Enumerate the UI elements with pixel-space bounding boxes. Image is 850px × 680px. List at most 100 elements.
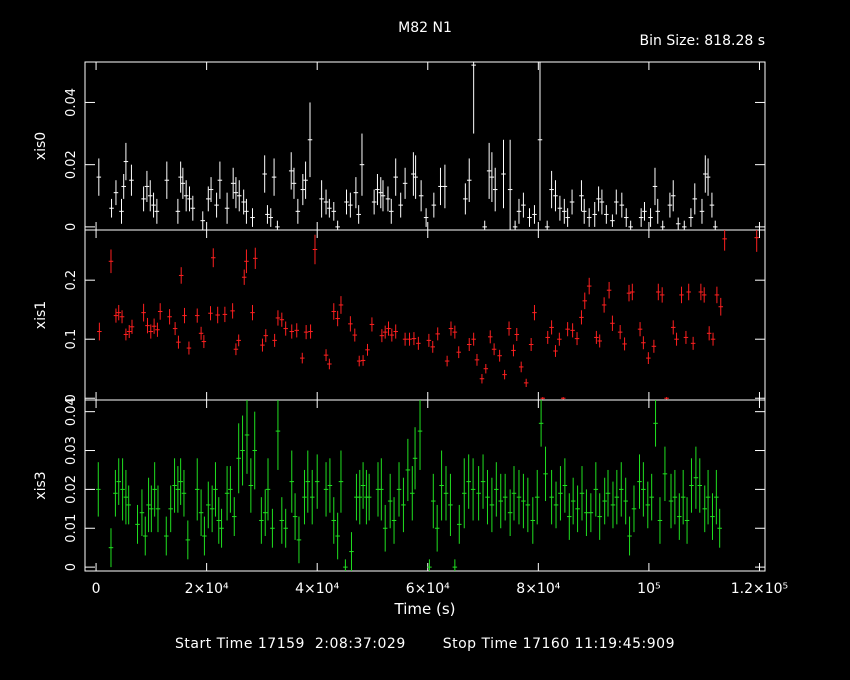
data-point xyxy=(385,186,391,212)
data-point xyxy=(228,466,233,513)
data-point xyxy=(709,192,715,218)
data-point xyxy=(236,423,241,494)
data-point xyxy=(263,329,269,343)
data-point xyxy=(200,211,206,230)
data-point xyxy=(659,287,665,303)
data-point xyxy=(623,477,628,525)
data-point xyxy=(670,320,676,335)
data-point xyxy=(113,469,118,517)
data-point xyxy=(521,192,526,218)
data-point xyxy=(271,158,277,196)
data-point xyxy=(209,485,215,533)
data-point xyxy=(652,167,658,206)
data-point xyxy=(534,469,540,525)
data-point xyxy=(411,152,416,196)
bin-size-label: Bin Size: 818.28 s xyxy=(640,33,765,49)
data-point xyxy=(549,469,554,525)
data-point xyxy=(623,208,629,227)
data-point xyxy=(230,167,236,199)
data-point xyxy=(684,497,690,544)
data-point xyxy=(470,458,476,521)
data-point xyxy=(754,230,759,252)
data-point xyxy=(323,462,329,517)
data-point xyxy=(586,208,592,227)
data-point xyxy=(586,277,592,295)
data-point xyxy=(712,220,718,230)
data-point xyxy=(123,328,129,341)
data-point xyxy=(398,192,403,218)
data-point xyxy=(172,322,178,336)
x-tick-label: 10⁵ xyxy=(637,581,660,597)
panel-xis0: 0 0.02 0.04 xis0 xyxy=(33,61,766,231)
data-point xyxy=(540,397,546,400)
data-point xyxy=(265,458,271,521)
data-point xyxy=(213,462,218,517)
data-point xyxy=(410,466,415,521)
data-point xyxy=(275,310,281,326)
data-point xyxy=(327,358,332,370)
data-point xyxy=(452,559,458,571)
data-point xyxy=(327,458,333,513)
data-point xyxy=(545,330,550,344)
data-point xyxy=(466,454,471,509)
data-point xyxy=(382,325,388,339)
data-point xyxy=(401,477,406,533)
data-point xyxy=(154,198,160,224)
data-point xyxy=(544,220,550,230)
data-point xyxy=(402,332,408,346)
data-point xyxy=(581,198,587,224)
data-point xyxy=(323,349,329,362)
data-point xyxy=(244,198,249,224)
data-point xyxy=(359,133,365,196)
data-point xyxy=(232,497,237,537)
data-point xyxy=(706,326,712,341)
data-point xyxy=(637,322,643,337)
data-point xyxy=(538,400,544,447)
data-point xyxy=(113,180,119,206)
y-tick-label: 0.04 xyxy=(64,88,79,117)
data-point xyxy=(602,477,607,525)
data-point xyxy=(331,202,337,221)
data-point xyxy=(466,338,472,352)
data-point xyxy=(224,466,230,521)
data-point xyxy=(338,296,344,314)
data-point xyxy=(579,180,584,212)
data-point xyxy=(222,306,228,323)
data-point xyxy=(265,205,270,224)
data-point xyxy=(233,343,239,356)
data-point xyxy=(215,306,220,324)
series-xis0 xyxy=(96,62,718,230)
data-point xyxy=(108,528,114,568)
data-point xyxy=(705,469,711,525)
data-point xyxy=(579,310,584,325)
data-point xyxy=(348,192,353,218)
data-point xyxy=(175,466,181,513)
data-point xyxy=(565,208,570,227)
data-point xyxy=(703,155,708,193)
data-point xyxy=(486,142,492,199)
data-point xyxy=(164,161,170,199)
data-point xyxy=(511,344,516,357)
data-point xyxy=(164,516,169,556)
data-point xyxy=(386,321,391,336)
data-point xyxy=(597,334,602,348)
data-point xyxy=(219,508,224,548)
data-point xyxy=(268,208,274,227)
data-point xyxy=(664,397,669,400)
data-point xyxy=(417,400,423,470)
data-point xyxy=(423,208,429,227)
data-point xyxy=(379,458,384,521)
panel-xis3: 0 0.01 0.02 0.03 0.04 xis3 xyxy=(33,397,766,572)
data-point xyxy=(151,318,157,334)
data-point xyxy=(248,458,254,513)
data-point xyxy=(418,180,424,212)
data-point xyxy=(530,497,536,544)
data-point xyxy=(244,400,250,474)
data-point xyxy=(507,139,513,230)
data-point xyxy=(186,341,192,355)
stop-time-label: Stop Time 17160 11:19:45:909 xyxy=(442,636,675,652)
data-point xyxy=(380,180,386,212)
data-point xyxy=(705,158,711,196)
data-point xyxy=(479,374,485,384)
data-point xyxy=(483,363,489,374)
